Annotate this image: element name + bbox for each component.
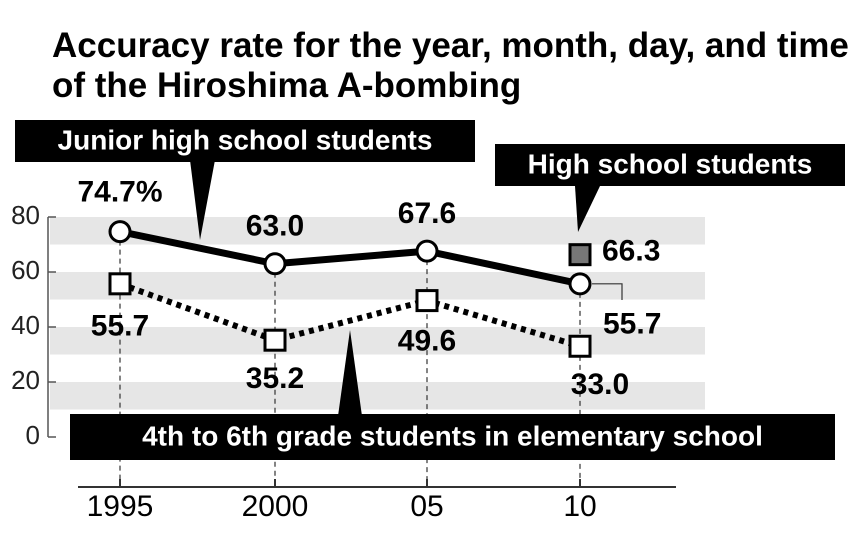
marker (108, 220, 132, 244)
callout-pointer (190, 160, 215, 240)
data-label: 66.3 (602, 235, 660, 268)
legend-label: High school students (528, 148, 813, 179)
x-tick-label: 2000 (242, 490, 309, 523)
data-label: 55.7 (91, 310, 149, 343)
data-label: 74.7% (77, 175, 162, 208)
data-label: 33.0 (571, 368, 629, 401)
series-line (118, 281, 581, 350)
marker (415, 289, 439, 313)
callout-pointer (338, 330, 362, 416)
y-tick-label: 80 (11, 200, 40, 230)
marker (263, 328, 287, 352)
marker (568, 272, 592, 296)
x-tick-label: 10 (563, 490, 596, 523)
data-label: 35.2 (246, 362, 304, 395)
chart-title: Accuracy rate for the year, month, day, … (52, 26, 849, 105)
x-tick-label: 05 (410, 490, 443, 523)
data-label: 63.0 (246, 210, 304, 243)
series-line (119, 228, 581, 288)
data-label: 49.6 (398, 325, 456, 358)
y-tick-label: 0 (26, 420, 40, 450)
marker (568, 334, 592, 358)
callout-box (70, 414, 835, 460)
y-tick-label: 40 (11, 310, 40, 340)
marker (568, 243, 592, 267)
legend-label: 4th to 6th grade students in elementary … (142, 420, 763, 451)
marker (108, 272, 132, 296)
legend-label: Junior high school students (58, 124, 433, 155)
y-tick-label: 20 (11, 365, 40, 395)
data-label: 55.7 (603, 308, 661, 341)
marker (415, 239, 439, 263)
marker (263, 252, 287, 276)
callout-box (495, 144, 845, 186)
leader (592, 283, 623, 300)
callout-box (15, 120, 475, 162)
data-label: 67.6 (398, 197, 456, 230)
callout-pointer (575, 186, 600, 232)
x-tick-label: 1995 (87, 490, 154, 523)
grid-band (50, 327, 705, 355)
grid-band (50, 382, 705, 410)
y-tick-label: 60 (11, 255, 40, 285)
